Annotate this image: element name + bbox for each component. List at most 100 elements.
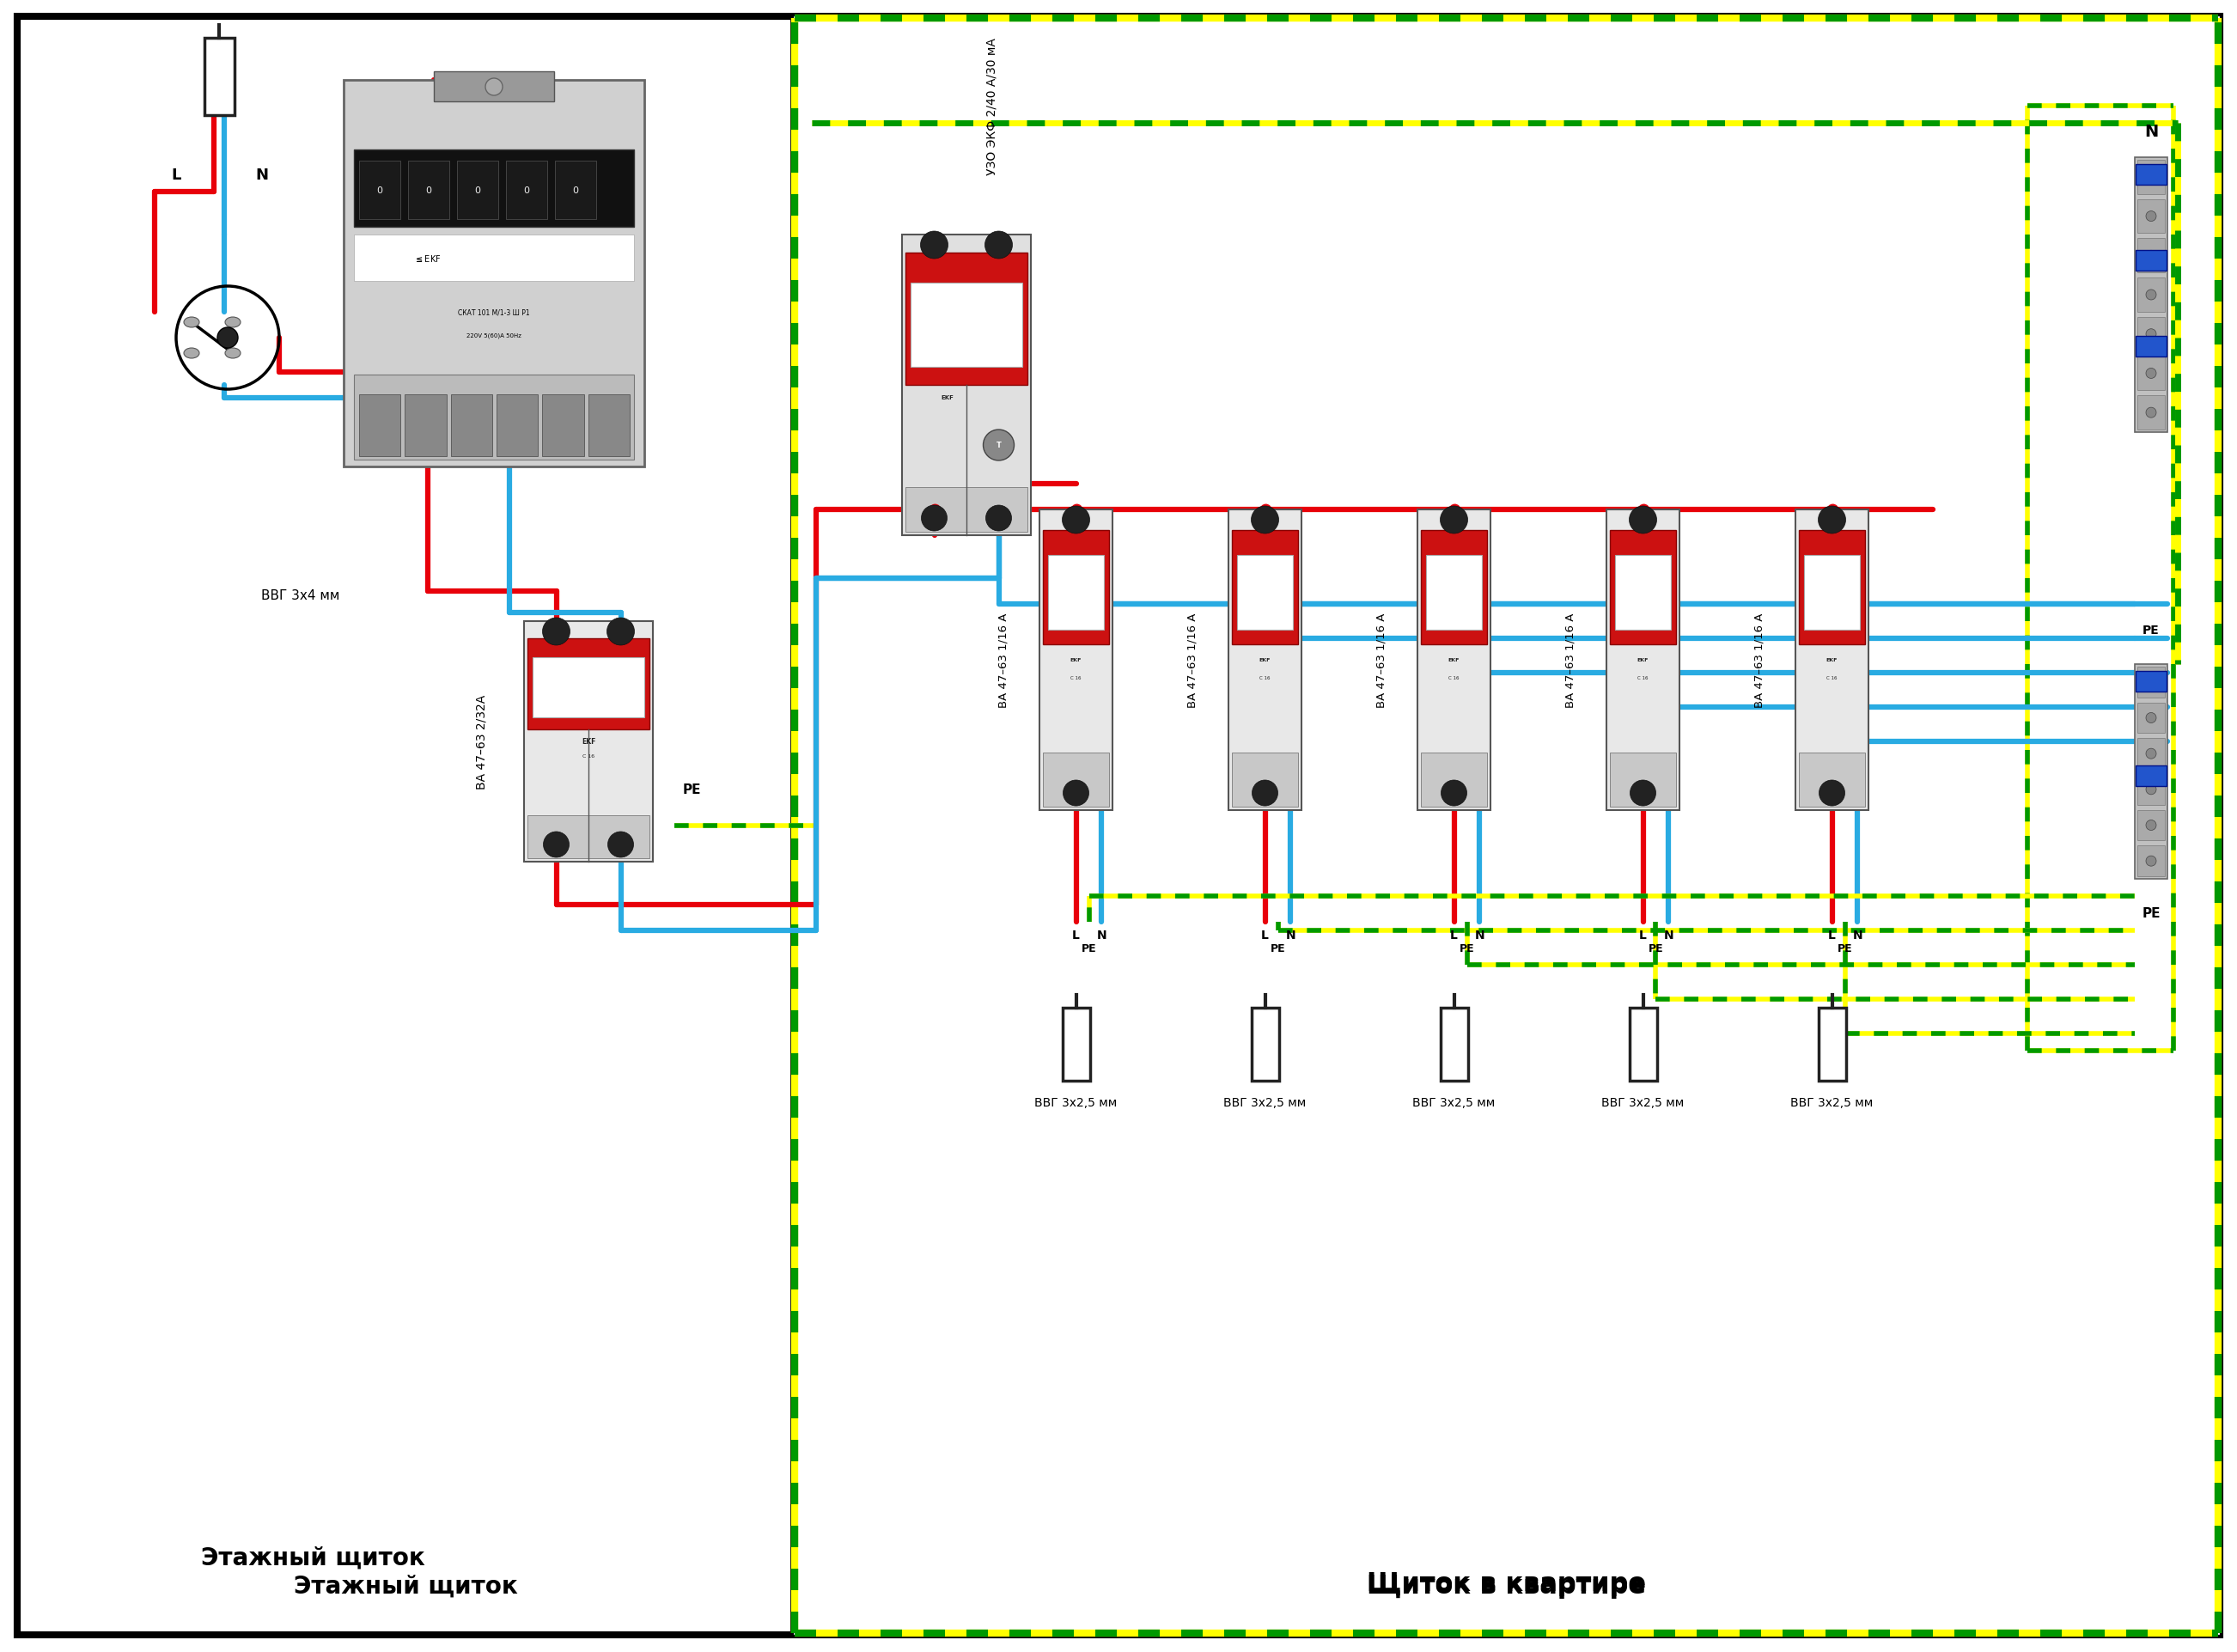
Bar <box>1250 1008 1280 1080</box>
Circle shape <box>1257 788 1273 803</box>
Ellipse shape <box>183 349 199 358</box>
Text: Щиток в квартире: Щиток в квартире <box>1367 1573 1646 1599</box>
Bar <box>1799 530 1866 646</box>
Circle shape <box>1629 507 1658 534</box>
Text: PE: PE <box>2141 907 2161 920</box>
Bar <box>2136 337 2168 357</box>
Text: N: N <box>1664 928 1673 942</box>
Text: L: L <box>1828 928 1837 942</box>
Ellipse shape <box>226 317 242 329</box>
Bar <box>506 162 548 220</box>
Bar <box>2136 767 2168 786</box>
Bar <box>2136 165 2168 185</box>
Circle shape <box>1250 507 1280 534</box>
Bar <box>1425 555 1481 629</box>
Text: ВВГ 3х2,5 мм: ВВГ 3х2,5 мм <box>1412 1097 1494 1108</box>
Bar <box>1049 555 1103 629</box>
Bar <box>450 395 492 458</box>
Text: ВА 47–63 1/16 А: ВА 47–63 1/16 А <box>998 613 1009 707</box>
Text: PE: PE <box>1837 942 1852 953</box>
Text: L: L <box>1640 928 1646 942</box>
Text: C 16: C 16 <box>582 753 595 758</box>
Circle shape <box>1447 788 1461 803</box>
Bar <box>910 284 1022 367</box>
Circle shape <box>485 79 503 96</box>
Text: PE: PE <box>1271 942 1286 953</box>
Text: C 16: C 16 <box>1072 676 1080 681</box>
Circle shape <box>613 839 629 854</box>
Bar <box>2134 664 2168 879</box>
Bar <box>1629 1008 1658 1080</box>
Text: ВА 47–63 1/16 А: ВА 47–63 1/16 А <box>1188 613 1199 707</box>
Bar <box>1611 753 1676 808</box>
Text: N: N <box>1474 928 1485 942</box>
Bar <box>1611 530 1676 646</box>
Circle shape <box>1635 788 1651 803</box>
Text: ВА 47–63 1/16 А: ВА 47–63 1/16 А <box>1376 613 1387 707</box>
Text: $\mathbf{\leq}$EKF: $\mathbf{\leq}$EKF <box>414 253 441 264</box>
Text: Щиток в квартире: Щиток в квартире <box>1367 1571 1646 1596</box>
Bar <box>1042 753 1110 808</box>
Text: EKF: EKF <box>582 738 595 745</box>
Bar <box>1803 555 1859 629</box>
Text: ВА 47–63 2/32А: ВА 47–63 2/32А <box>474 694 488 790</box>
Bar <box>902 235 1031 535</box>
Text: L: L <box>172 167 181 183</box>
Bar <box>344 81 644 468</box>
Text: ВВГ 3х2,5 мм: ВВГ 3х2,5 мм <box>1790 1097 1872 1108</box>
Bar <box>2136 200 2165 235</box>
Bar <box>1799 753 1866 808</box>
Bar <box>405 395 447 458</box>
Circle shape <box>1441 780 1467 806</box>
Text: N: N <box>255 167 268 183</box>
Text: EKF: EKF <box>942 395 953 400</box>
Bar <box>588 395 629 458</box>
Circle shape <box>1441 507 1467 534</box>
Text: ВВГ 3х4 мм: ВВГ 3х4 мм <box>262 590 340 603</box>
Circle shape <box>1257 512 1273 529</box>
Circle shape <box>1819 780 1846 806</box>
Bar <box>497 395 539 458</box>
Text: EKF: EKF <box>1637 657 1649 662</box>
Text: PE: PE <box>2143 624 2159 636</box>
Circle shape <box>984 231 1013 259</box>
Bar <box>555 162 597 220</box>
Bar <box>1233 753 1297 808</box>
Circle shape <box>1635 512 1651 529</box>
Bar <box>2136 846 2165 877</box>
Bar <box>18 18 792 1634</box>
Text: ВА 47–63 1/16 А: ВА 47–63 1/16 А <box>1566 613 1575 707</box>
Circle shape <box>2145 251 2156 261</box>
Text: СКАТ 101 М/1-3 Ш Р1: СКАТ 101 М/1-3 Ш Р1 <box>459 309 530 317</box>
Circle shape <box>1063 780 1089 806</box>
Circle shape <box>217 329 237 349</box>
Bar <box>906 253 1027 385</box>
Circle shape <box>2145 785 2156 795</box>
Bar <box>528 638 649 730</box>
Bar <box>528 816 649 859</box>
Circle shape <box>1823 512 1839 529</box>
Bar <box>407 162 450 220</box>
Circle shape <box>548 839 564 854</box>
Bar <box>1042 530 1110 646</box>
Text: ВВГ 3х2,5 мм: ВВГ 3х2,5 мм <box>1036 1097 1116 1108</box>
Bar <box>1420 753 1488 808</box>
Text: C 16: C 16 <box>1637 676 1649 681</box>
Text: N: N <box>1096 928 1107 942</box>
Circle shape <box>1069 788 1083 803</box>
Bar <box>2136 357 2165 392</box>
Text: УЗО ЭКФ 2/40 А/30 мА: УЗО ЭКФ 2/40 А/30 мА <box>987 38 998 175</box>
Text: 0: 0 <box>573 187 579 195</box>
Bar <box>2136 738 2165 770</box>
Bar <box>532 657 644 719</box>
Bar <box>1441 1008 1467 1080</box>
Text: PE: PE <box>1459 942 1474 953</box>
Bar <box>1615 555 1671 629</box>
Circle shape <box>1447 512 1461 529</box>
Bar <box>1418 510 1490 811</box>
Circle shape <box>606 618 635 646</box>
Text: 0: 0 <box>523 187 530 195</box>
Bar <box>2136 704 2165 733</box>
Circle shape <box>987 506 1011 532</box>
Text: PE: PE <box>1080 942 1096 953</box>
